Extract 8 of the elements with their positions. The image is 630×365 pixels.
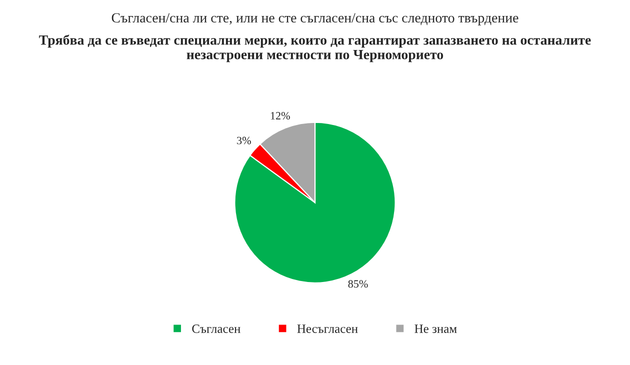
legend-label: Не знам (414, 324, 457, 333)
data-label: 85% (348, 280, 368, 288)
legend-label: Несъгласен (297, 324, 358, 333)
legend-label: Съгласен (192, 324, 240, 333)
data-label: 12% (270, 112, 290, 120)
chart-subtitle: Трябва да се въведат специални мерки, които да гарантират запазването на останалите незастроени местности по Черноморието (39, 34, 591, 62)
chart-title: Съгласен/сна ли сте, или не сте съгласен/сна със следното твърдение (112, 13, 518, 26)
data-label: 3% (237, 136, 251, 144)
